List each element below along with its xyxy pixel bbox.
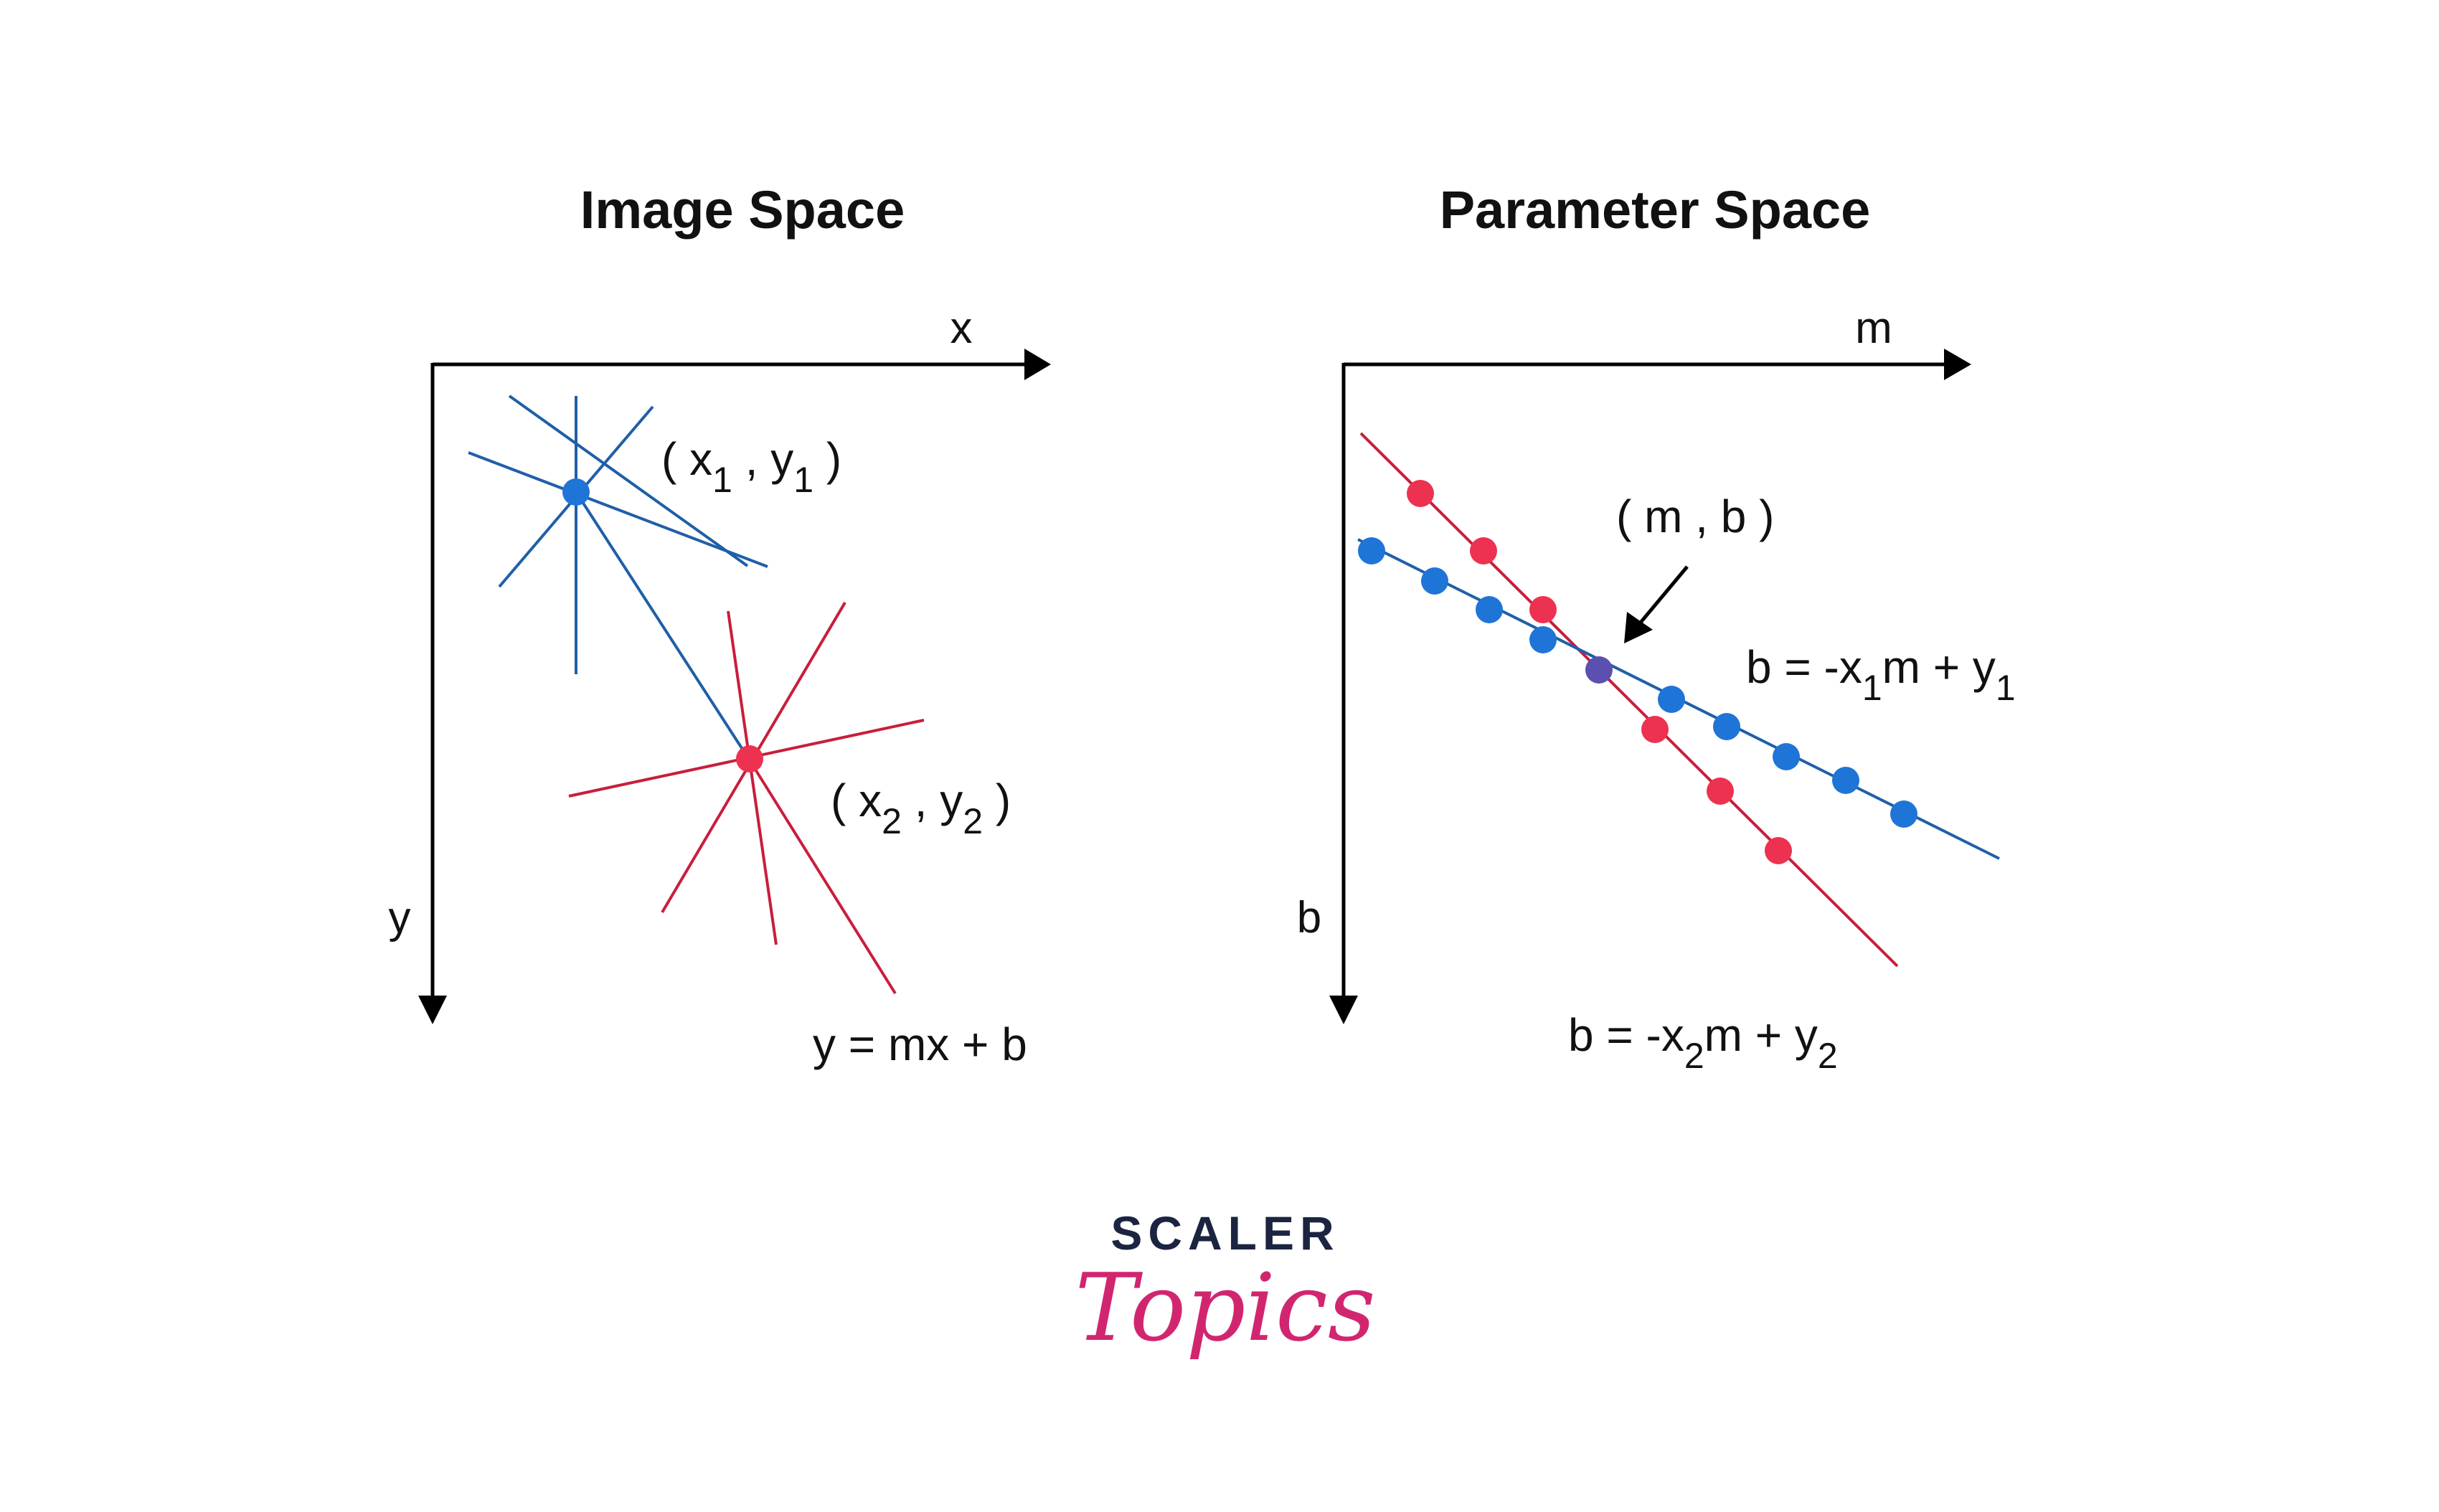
image-space-panel: Image Space x y ( x1 , y1 ) ( xyxy=(389,180,1051,1070)
parameter-line-2 xyxy=(1359,432,1899,968)
intersection-arrow-head xyxy=(1624,612,1653,643)
logo-topics-text: Topics xyxy=(1075,1253,1375,1362)
logo-scaler-text: SCALER xyxy=(1110,1206,1339,1260)
image-space-x-label: x xyxy=(950,303,973,353)
scaler-topics-logo: SCALER Topics xyxy=(1075,1206,1375,1362)
parameter-space-m-axis-arrow xyxy=(1944,349,1971,380)
parameter-equation-1: b = -x1m + y1 xyxy=(1746,641,2016,708)
parameter-space-panel: Parameter Space m b xyxy=(1297,180,2016,1076)
image-space-y-axis-arrow xyxy=(418,996,447,1024)
point2-dot xyxy=(736,745,763,772)
line-equation-label: y = mx + b xyxy=(813,1019,1027,1070)
parameter-line-2-samples xyxy=(1407,480,1792,864)
parameter-line-1-samples xyxy=(1358,537,1917,828)
image-space-x-axis-arrow xyxy=(1024,349,1051,380)
parameter-equation-2: b = -x2m + y2 xyxy=(1568,1009,1838,1076)
intersection-dot xyxy=(1585,656,1613,684)
image-space-title: Image Space xyxy=(580,180,905,240)
point1-dot xyxy=(562,478,590,506)
parameter-space-b-axis-arrow xyxy=(1329,996,1358,1024)
parameter-space-b-label: b xyxy=(1297,893,1321,942)
parameter-space-title: Parameter Space xyxy=(1440,180,1871,240)
point1-candidate-lines xyxy=(468,394,768,762)
intersection-label: ( m , b ) xyxy=(1616,491,1774,542)
parameter-space-m-label: m xyxy=(1855,303,1892,353)
point1-label: ( x1 , y1 ) xyxy=(661,433,841,500)
intersection-arrow xyxy=(1635,565,1689,629)
point2-label: ( x2 , y2 ) xyxy=(831,775,1011,841)
image-space-y-label: y xyxy=(389,893,411,942)
